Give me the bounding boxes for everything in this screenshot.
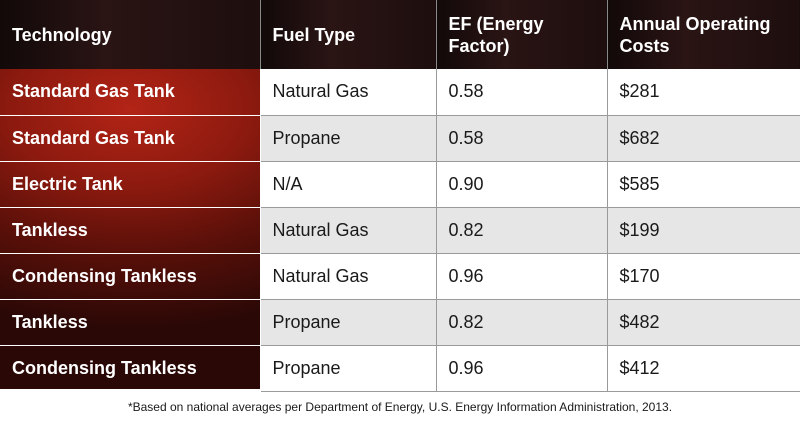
table-row: Condensing Tankless Propane 0.96 $412 — [0, 345, 800, 392]
energy-factor-cell: 0.82 — [436, 299, 608, 346]
operating-cost-cell: $682 — [607, 115, 800, 162]
energy-factor-cell: 0.82 — [436, 207, 608, 254]
comparison-table-container: Technology Fuel Type EF (Energy Factor) … — [0, 0, 800, 392]
table-row: Condensing Tankless Natural Gas 0.96 $17… — [0, 253, 800, 300]
energy-factor-cell: 0.90 — [436, 161, 608, 208]
fuel-type-cell: Natural Gas — [260, 253, 437, 300]
operating-cost-cell: $281 — [607, 69, 800, 116]
fuel-type-cell: N/A — [260, 161, 437, 208]
operating-cost-cell: $482 — [607, 299, 800, 346]
energy-factor-cell: 0.58 — [436, 69, 608, 116]
table-row: Standard Gas Tank Natural Gas 0.58 $281 — [0, 69, 800, 116]
fuel-type-cell: Natural Gas — [260, 207, 437, 254]
fuel-type-cell: Propane — [260, 115, 437, 162]
fuel-type-cell: Propane — [260, 299, 437, 346]
table-header-row: Technology Fuel Type EF (Energy Factor) … — [0, 0, 800, 69]
technology-cell: Electric Tank — [0, 161, 261, 208]
technology-cell: Standard Gas Tank — [0, 115, 261, 162]
header-technology: Technology — [0, 0, 261, 69]
table-row: Standard Gas Tank Propane 0.58 $682 — [0, 115, 800, 162]
fuel-type-cell: Propane — [260, 345, 437, 392]
operating-cost-cell: $585 — [607, 161, 800, 208]
water-heater-comparison-table: Technology Fuel Type EF (Energy Factor) … — [0, 0, 800, 392]
energy-factor-cell: 0.96 — [436, 253, 608, 300]
operating-cost-cell: $199 — [607, 207, 800, 254]
energy-factor-cell: 0.58 — [436, 115, 608, 162]
technology-cell: Tankless — [0, 299, 261, 346]
header-annual-operating-costs: Annual Operating Costs — [607, 0, 800, 69]
header-energy-factor: EF (Energy Factor) — [436, 0, 608, 69]
technology-cell: Standard Gas Tank — [0, 69, 261, 116]
technology-cell: Tankless — [0, 207, 261, 254]
table-row: Tankless Natural Gas 0.82 $199 — [0, 207, 800, 254]
operating-cost-cell: $412 — [607, 345, 800, 392]
fuel-type-cell: Natural Gas — [260, 69, 437, 116]
table-row: Electric Tank N/A 0.90 $585 — [0, 161, 800, 208]
header-fuel-type: Fuel Type — [260, 0, 437, 69]
operating-cost-cell: $170 — [607, 253, 800, 300]
technology-cell: Condensing Tankless — [0, 345, 261, 392]
table-row: Tankless Propane 0.82 $482 — [0, 299, 800, 346]
source-footnote: *Based on national averages per Departme… — [127, 400, 673, 414]
energy-factor-cell: 0.96 — [436, 345, 608, 392]
technology-cell: Condensing Tankless — [0, 253, 261, 300]
